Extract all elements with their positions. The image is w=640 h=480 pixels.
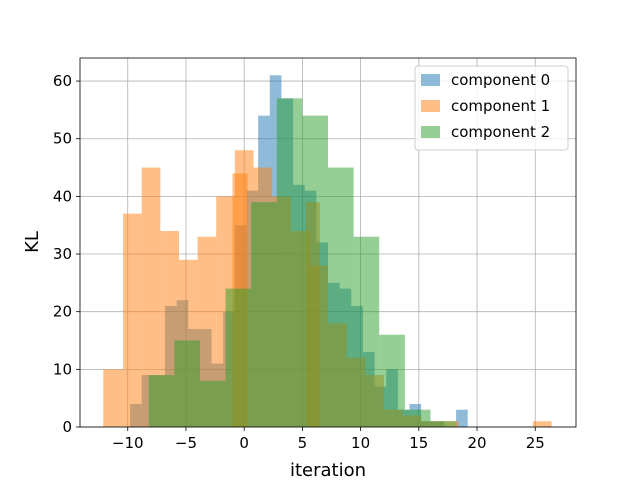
histogram-bar: [103, 369, 124, 427]
plot-frame: [79, 57, 577, 428]
axis-ticks: −10 −5 0 5 10 15 20 25 0 10 20 30 40 50 60: [53, 72, 545, 452]
x-tick-label: −5: [175, 434, 197, 452]
histogram-bar: [225, 288, 252, 427]
legend-swatch: [421, 74, 440, 86]
x-tick-label: 10: [351, 434, 370, 452]
histogram-bar: [379, 334, 405, 427]
histogram-bar: [199, 380, 226, 427]
histogram-bar: [353, 236, 380, 427]
y-tick-label: 50: [53, 130, 72, 148]
legend-label: component 0: [451, 71, 550, 89]
histogram-bar: [532, 421, 552, 427]
histogram-bar: [141, 167, 161, 427]
histogram-bar: [251, 202, 277, 427]
histogram-bar: [123, 213, 142, 427]
x-axis-label: iteration: [290, 460, 366, 480]
histogram-bar: [456, 409, 468, 427]
histogram-bar: [430, 421, 457, 427]
y-tick-label: 0: [62, 418, 72, 436]
x-tick-label: 25: [526, 434, 545, 452]
legend-swatch: [421, 126, 440, 138]
y-tick-label: 10: [53, 360, 72, 378]
y-tick-label: 30: [53, 245, 72, 263]
bars: [103, 75, 552, 427]
x-tick-label: −10: [112, 434, 144, 452]
legend-label: component 1: [451, 97, 550, 115]
histogram-bar: [148, 375, 175, 427]
histogram-bar: [404, 409, 431, 427]
legend: component 0 component 1 component 2: [414, 65, 569, 151]
x-tick-label: 20: [467, 434, 486, 452]
x-tick-label: 0: [239, 434, 249, 452]
legend-label: component 2: [451, 123, 550, 141]
y-tick-label: 40: [53, 187, 72, 205]
histogram-bar: [197, 236, 217, 427]
x-tick-label: 5: [298, 434, 308, 452]
histogram-bar: [174, 340, 200, 427]
histogram-bar: [302, 115, 328, 427]
x-tick-label: 15: [409, 434, 428, 452]
legend-frame: [414, 65, 569, 151]
y-tick-label: 60: [53, 72, 72, 90]
y-axis-label: KL: [22, 231, 43, 253]
series-2-bars: [148, 98, 457, 427]
histogram-bar: [328, 167, 354, 427]
y-tick-label: 20: [53, 303, 72, 321]
histogram-bar: [276, 98, 303, 427]
legend-swatch: [421, 100, 440, 112]
